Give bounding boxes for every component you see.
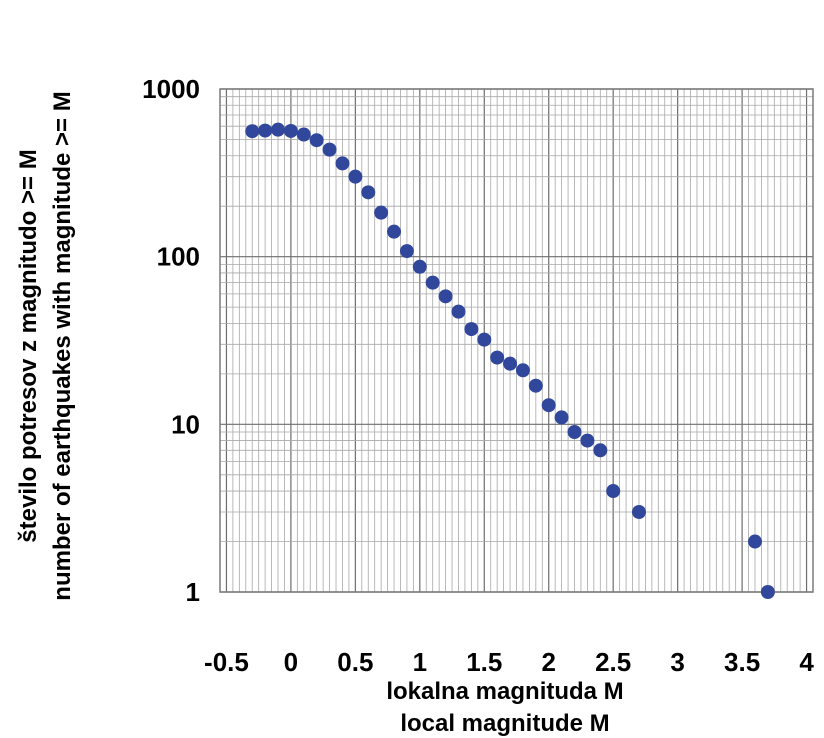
data-point [412,259,427,274]
y-tick-labels: 1 10 100 1000 [142,74,200,607]
x-tick-label: 1.5 [466,647,502,677]
data-point [374,205,389,220]
data-point [464,322,479,337]
data-point [760,585,775,599]
x-tick-label: 3 [670,647,684,677]
data-point [361,185,376,200]
data-point [477,332,492,347]
y-tick-label: 1 [186,577,200,607]
x-tick-label: 3.5 [724,647,760,677]
data-point [296,127,311,142]
data-point [541,398,556,413]
data-point [451,304,466,319]
x-tick-label: 0.5 [337,647,373,677]
x-tick-label: -0.5 [204,647,249,677]
data-point [271,122,286,137]
x-tick-label: 1 [413,647,427,677]
data-point [322,142,337,157]
grid [220,88,814,593]
x-tick-label: 4 [799,647,814,677]
x-tick-label: 2.5 [595,647,631,677]
y-axis-title-secondary: number of earthquakes with magnitude >= … [49,91,76,600]
data-point [490,350,505,365]
data-point [399,244,414,259]
data-point [438,289,453,304]
x-tick-labels: -0.5 0 0.5 1 1.5 2 2.5 3 3.5 4 [204,647,814,677]
data-point [747,534,762,549]
data-point [528,378,543,393]
data-point [631,505,646,520]
x-tick-label: 0 [284,647,298,677]
data-point [425,275,440,290]
data-point [283,123,298,138]
data-point [567,425,582,440]
y-tick-label: 10 [171,409,200,439]
plot-frame [219,88,814,593]
data-point [606,484,621,499]
data-point [348,169,363,184]
x-axis-title-secondary: local magnitude M [400,710,609,737]
data-point [335,156,350,171]
data-points [245,122,775,599]
y-tick-label: 100 [157,242,200,272]
data-point [503,356,518,371]
x-axis-title-primary: lokalna magnituda M [386,678,623,705]
data-point [245,124,260,139]
data-point [309,133,324,148]
data-point [554,410,569,425]
data-point [593,443,608,458]
data-point [580,433,595,448]
y-axis-title-primary: število potresov z magnitudo >= M [15,149,42,542]
x-tick-label: 2 [541,647,555,677]
data-point [387,224,402,239]
y-tick-label: 1000 [142,74,200,104]
data-point [258,123,273,138]
data-point [515,363,530,378]
